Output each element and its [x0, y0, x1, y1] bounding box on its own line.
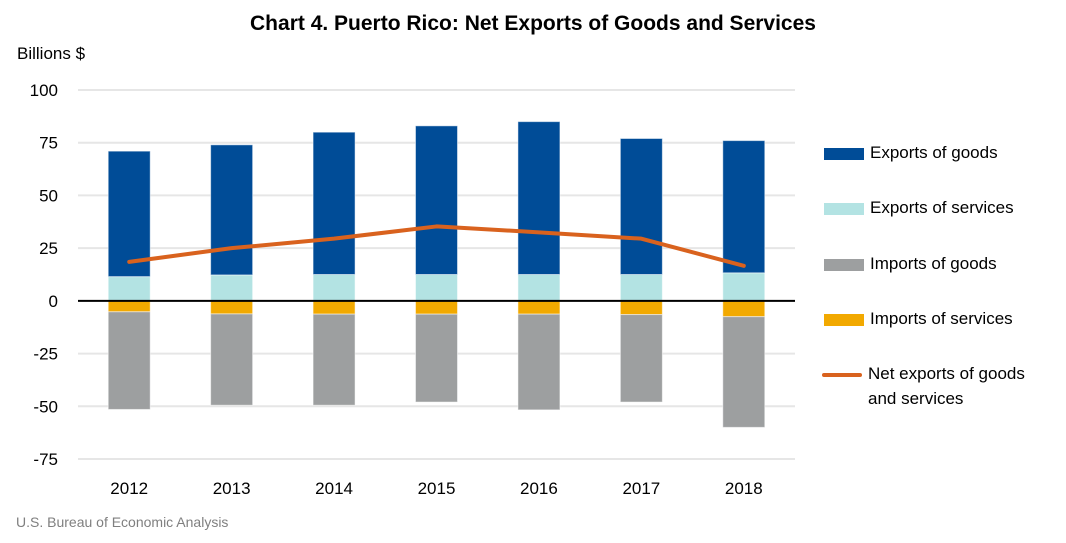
- y-tick-label: 25: [39, 239, 58, 258]
- y-tick-label: -25: [33, 345, 58, 364]
- bar-imports-of-services: [517, 300, 561, 315]
- bar-imports-of-services: [107, 300, 151, 313]
- x-tick-label: 2016: [520, 479, 558, 498]
- bar-exports-of-services: [722, 272, 766, 302]
- legend-label: Imports of goods: [870, 254, 997, 273]
- chart-title: Chart 4. Puerto Rico: Net Exports of Goo…: [250, 12, 816, 35]
- legend-label: Exports of services: [870, 198, 1014, 217]
- bar-exports-of-services: [619, 274, 663, 302]
- bar-imports-of-goods: [722, 316, 766, 428]
- y-tick-label: 50: [39, 186, 58, 205]
- legend-swatch: [824, 203, 864, 215]
- bar-exports-of-goods: [619, 137, 663, 275]
- y-tick-label: -75: [33, 450, 58, 469]
- bar-imports-of-services: [722, 300, 766, 318]
- bar-imports-of-goods: [210, 313, 254, 406]
- y-axis-label: Billions $: [17, 44, 86, 63]
- x-tick-label: 2014: [315, 479, 353, 498]
- bar-imports-of-goods: [517, 313, 561, 411]
- bar-imports-of-goods: [312, 313, 356, 406]
- bar-imports-of-goods: [415, 313, 458, 403]
- legend-item: Imports of services: [824, 309, 1060, 331]
- bar-exports-of-services: [312, 274, 356, 302]
- legend-item: Exports of services: [824, 198, 1060, 220]
- legend-label: Exports of goods: [870, 143, 998, 162]
- bar-imports-of-services: [210, 300, 254, 315]
- x-tick-label: 2012: [110, 479, 148, 498]
- legend-item: Imports of goods: [824, 254, 1060, 276]
- bar-imports-of-goods: [619, 314, 663, 403]
- legend-swatch: [824, 259, 864, 271]
- bar-exports-of-goods: [415, 125, 458, 275]
- bar-imports-of-services: [312, 300, 356, 315]
- legend-swatch: [824, 148, 864, 160]
- x-tick-label: 2015: [418, 479, 456, 498]
- legend-label: Net exports of goods and services: [868, 364, 1025, 408]
- legend-item: Net exports of goods and services: [822, 364, 1053, 411]
- source-note: U.S. Bureau of Economic Analysis: [16, 514, 229, 530]
- x-tick-label: 2013: [213, 479, 251, 498]
- bar-exports-of-goods: [210, 144, 254, 276]
- bar-imports-of-services: [415, 300, 458, 315]
- bar-imports-of-services: [619, 300, 663, 316]
- legend-label: Imports of services: [870, 309, 1013, 328]
- y-tick-label: 100: [30, 81, 58, 100]
- legend-item: Exports of goods: [824, 143, 1060, 165]
- y-tick-label: -50: [33, 397, 58, 416]
- bar-exports-of-goods: [517, 121, 561, 275]
- bar-exports-of-goods: [312, 131, 356, 275]
- bar-exports-of-services: [210, 274, 254, 302]
- legend-swatch: [822, 373, 862, 377]
- x-tick-label: 2018: [725, 479, 763, 498]
- bar-exports-of-goods: [722, 140, 766, 274]
- bar-exports-of-goods: [107, 150, 151, 278]
- y-tick-label: 75: [39, 134, 58, 153]
- bar-exports-of-services: [517, 274, 561, 302]
- bar-exports-of-services: [107, 276, 151, 302]
- bar-exports-of-services: [415, 274, 458, 302]
- bar-imports-of-goods: [107, 311, 151, 410]
- legend-swatch: [824, 314, 864, 326]
- y-tick-label: 0: [49, 292, 58, 311]
- x-tick-label: 2017: [622, 479, 660, 498]
